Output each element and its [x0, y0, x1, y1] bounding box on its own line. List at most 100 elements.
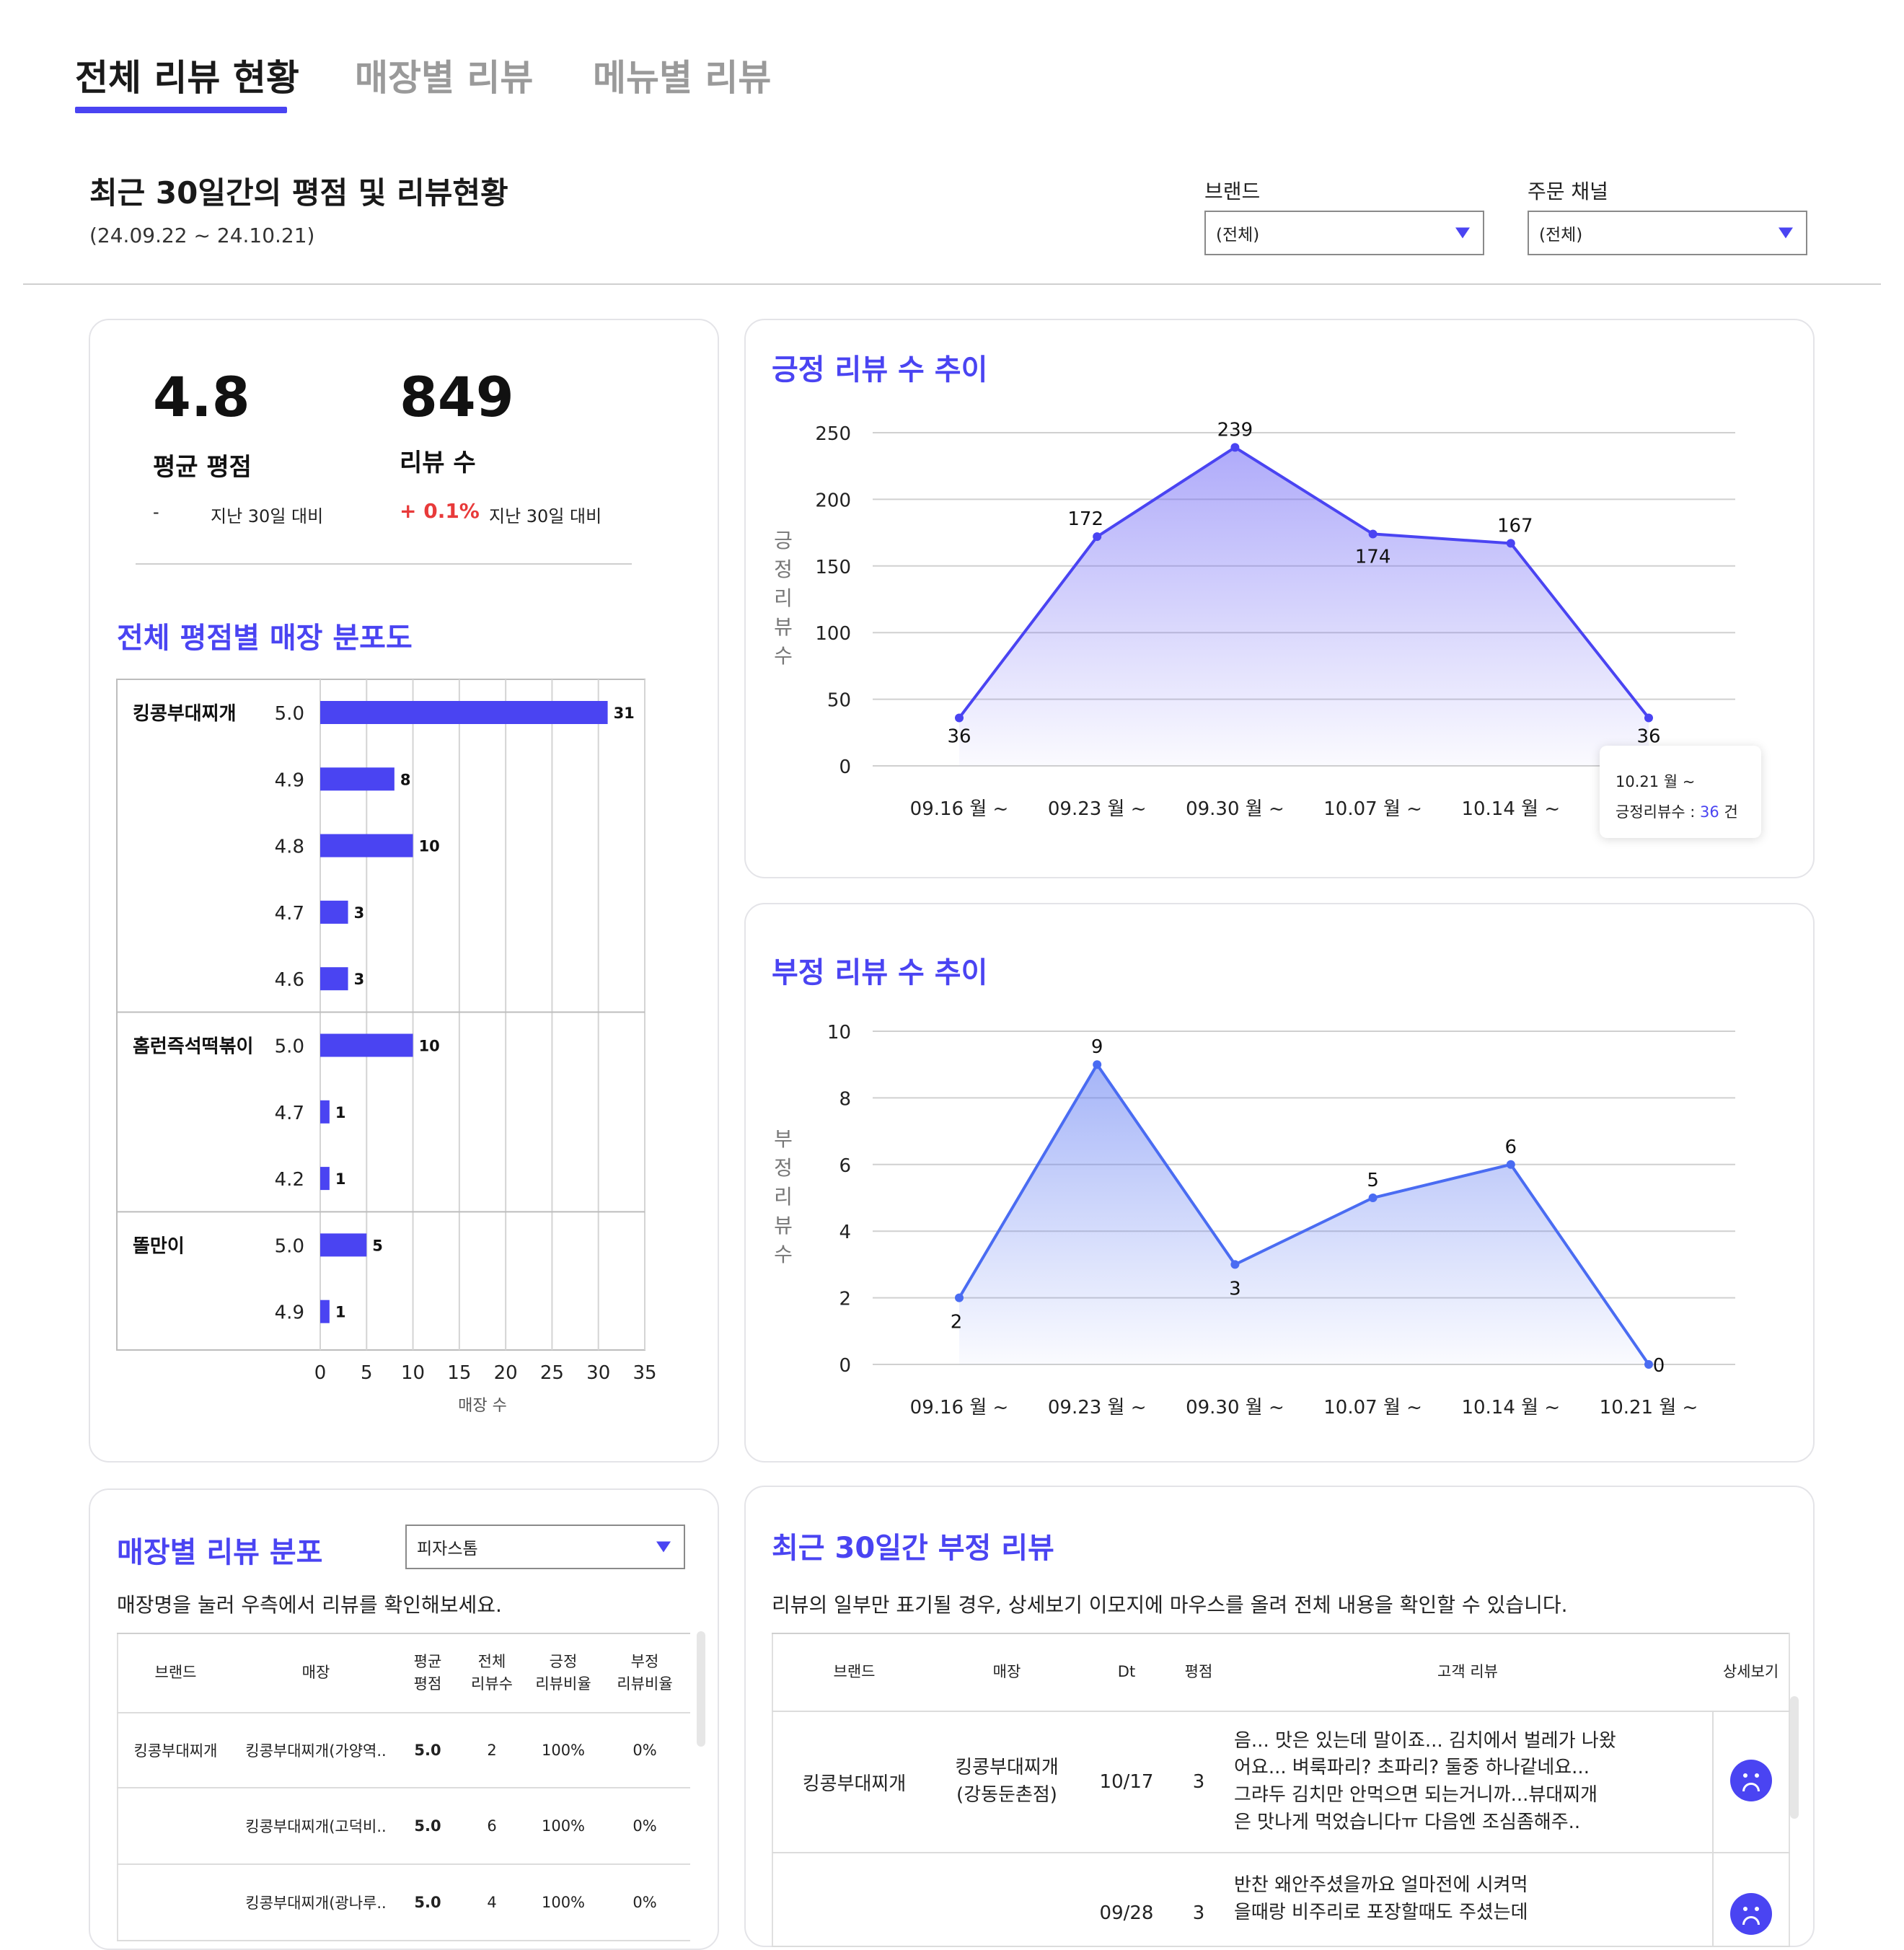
col-total-reviews: 전체 리뷰수 — [457, 1633, 527, 1713]
table-row[interactable]: 킹콩부대찌개(광나루.. 5.0 4 100% 0% — [118, 1864, 690, 1941]
avg-rating-change: - — [153, 502, 159, 522]
bar-value-label: 10 — [419, 1038, 440, 1055]
y-axis-title-char: 정 — [774, 557, 793, 581]
data-point — [1230, 1260, 1240, 1269]
store-dist-table: 브랜드 매장 평균 평점 전체 리뷰수 긍정 리뷰비율 부정 리뷰비율 킹콩부대… — [117, 1633, 690, 1941]
cell-store[interactable]: 킹콩부대찌개(가양역.. — [233, 1713, 399, 1788]
y-tick-label: 0 — [839, 756, 851, 778]
bar-value-label: 10 — [419, 838, 440, 855]
tab-menu-review[interactable]: 메뉴별 리뷰 — [593, 57, 772, 99]
channel-select-value: (전체) — [1539, 226, 1583, 244]
cell-positive-ratio: 100% — [527, 1864, 599, 1941]
data-point — [1368, 529, 1378, 539]
bar-value-label: 31 — [614, 705, 635, 722]
data-label: 2 — [951, 1312, 963, 1333]
active-tab-indicator — [75, 107, 287, 113]
cell-brand: 킹콩부대찌개 — [772, 1711, 935, 1853]
y-tick-label: 250 — [815, 423, 851, 445]
neg-table-scrollbar[interactable] — [1790, 1696, 1799, 1819]
x-tick-label: 09.16 월 ~ — [910, 1397, 1009, 1419]
cell-store[interactable]: 킹콩부대찌개(광나루.. — [233, 1864, 399, 1941]
rating-label: 5.0 — [275, 1036, 304, 1058]
bar-value-label: 8 — [400, 771, 411, 788]
tab-store-review[interactable]: 매장별 리뷰 — [355, 57, 534, 99]
channel-filter-label: 주문 채널 — [1528, 180, 1608, 203]
table-header-row: 브랜드 매장 Dt 평점 고객 리뷰 상세보기 — [772, 1633, 1789, 1712]
sad-face-icon[interactable] — [1730, 1893, 1772, 1935]
data-label: 0 — [1653, 1355, 1665, 1377]
x-tick-label: 10.07 월 ~ — [1323, 1397, 1422, 1419]
store-dist-title: 매장별 리뷰 분포 — [117, 1536, 323, 1569]
brand-select[interactable]: (전체) — [1204, 211, 1484, 255]
cell-detail[interactable] — [1713, 1711, 1789, 1853]
cell-total-reviews: 2 — [457, 1713, 527, 1788]
x-tick-label: 10.21 월 ~ — [1600, 1397, 1698, 1419]
x-tick-label: 25 — [540, 1362, 564, 1384]
cell-detail[interactable] — [1713, 1853, 1789, 1947]
col-avg-rating: 평균 평점 — [399, 1633, 457, 1713]
brand-select-value: (전체) — [1216, 226, 1260, 244]
bar-value-label: 1 — [335, 1104, 346, 1121]
bar — [320, 767, 395, 791]
avg-rating-compare: 지난 30일 대비 — [211, 506, 324, 526]
caret-down-icon — [1779, 227, 1793, 239]
cell-negative-ratio: 0% — [599, 1713, 690, 1788]
data-label: 5 — [1367, 1170, 1379, 1191]
x-tick-label: 10 — [401, 1362, 425, 1384]
table-row[interactable]: 킹콩부대찌개 킹콩부대찌개(가양역.. 5.0 2 100% 0% — [118, 1713, 690, 1788]
y-tick-label: 200 — [815, 490, 851, 511]
cell-avg-rating: 5.0 — [399, 1713, 457, 1788]
cell-negative-ratio: 0% — [599, 1864, 690, 1941]
y-tick-label: 4 — [839, 1222, 851, 1243]
y-tick-label: 2 — [839, 1289, 851, 1310]
col-negative-ratio: 부정 리뷰비율 — [599, 1633, 690, 1713]
y-tick-label: 10 — [827, 1022, 851, 1044]
store-table-scrollbar[interactable] — [697, 1631, 705, 1747]
cell-store[interactable]: 킹콩부대찌개(고덕비.. — [233, 1788, 399, 1865]
cell-store — [935, 1853, 1078, 1947]
y-axis-title-char: 뷰 — [774, 615, 793, 639]
data-label: 172 — [1067, 508, 1103, 530]
cell-date: 09/28 — [1078, 1853, 1175, 1947]
tooltip-date: 10.21 월 ~ — [1616, 773, 1696, 790]
summary-card — [89, 319, 719, 1462]
caret-down-icon — [656, 1541, 671, 1553]
y-axis-title-char: 뷰 — [774, 1214, 793, 1238]
x-tick-label: 10.14 월 ~ — [1461, 1397, 1560, 1419]
y-tick-label: 150 — [815, 557, 851, 578]
x-tick-label: 09.23 월 ~ — [1048, 1397, 1147, 1419]
col-positive-ratio: 긍정 리뷰비율 — [527, 1633, 599, 1713]
y-tick-label: 6 — [839, 1155, 851, 1177]
cell-rating: 3 — [1175, 1853, 1222, 1947]
x-tick-label: 30 — [586, 1362, 610, 1384]
data-point — [1368, 1194, 1378, 1202]
table-row[interactable]: 킹콩부대찌개(고덕비.. 5.0 6 100% 0% — [118, 1788, 690, 1865]
cell-review: 음... 맛은 있는데 말이죠... 김치에서 벌레가 나왔 어요... 벼룩파… — [1222, 1711, 1714, 1853]
bar — [320, 1033, 413, 1057]
x-tick-label: 10.14 월 ~ — [1461, 798, 1560, 820]
rating-label: 4.7 — [275, 903, 304, 925]
tab-overall-review[interactable]: 전체 리뷰 현황 — [75, 57, 299, 99]
store-brand-select[interactable]: 피자스톰 — [405, 1525, 685, 1569]
x-tick-label: 35 — [633, 1362, 656, 1384]
negative-trend-card — [744, 903, 1815, 1462]
brand-label: 홈런즉석떡볶이 — [133, 1036, 253, 1058]
cell-rating: 3 — [1175, 1711, 1222, 1853]
col-rating: 평점 — [1175, 1633, 1222, 1712]
cell-total-reviews: 6 — [457, 1788, 527, 1865]
chart-tooltip: 10.21 월 ~ 긍정리뷰수 : 36 건 — [1600, 746, 1761, 838]
y-tick-label: 100 — [815, 623, 851, 645]
bar-value-label: 1 — [335, 1304, 346, 1321]
sad-face-icon[interactable] — [1730, 1759, 1772, 1801]
date-range: (24.09.22 ~ 24.10.21) — [89, 224, 315, 247]
cell-negative-ratio: 0% — [599, 1788, 690, 1865]
col-store: 매장 — [935, 1633, 1078, 1712]
data-point — [1093, 1060, 1102, 1069]
x-tick-label: 15 — [447, 1362, 471, 1384]
tooltip-value: 긍정리뷰수 : 36 건 — [1616, 803, 1738, 821]
bar-value-label: 3 — [354, 904, 365, 922]
header-divider — [23, 283, 1881, 285]
cell-positive-ratio: 100% — [527, 1788, 599, 1865]
bar-value-label: 3 — [354, 971, 365, 988]
channel-select[interactable]: (전체) — [1528, 211, 1807, 255]
